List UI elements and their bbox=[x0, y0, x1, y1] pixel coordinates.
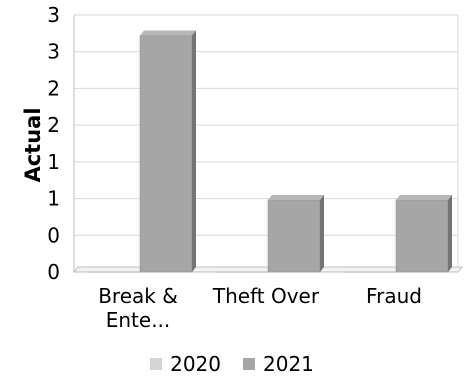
legend-label-2020: 2020 bbox=[170, 352, 221, 376]
y-tick-label: 2 bbox=[47, 76, 60, 100]
legend-swatch-2020 bbox=[150, 358, 163, 370]
bars bbox=[88, 30, 452, 273]
bar-chart: 0 0 1 1 2 2 3 3 Break & Ente... Theft Over Fraud A… bbox=[21, 3, 464, 332]
y-tick-label: 2 bbox=[47, 113, 60, 137]
bar-2021-0 bbox=[139, 30, 196, 273]
legend: 2020 2021 bbox=[0, 352, 464, 376]
legend-item-2020: 2020 bbox=[150, 352, 221, 376]
y-tick-label: 0 bbox=[47, 260, 60, 284]
y-tick-label: 1 bbox=[47, 150, 60, 174]
x-tick-label: Break & Ente... bbox=[98, 284, 178, 332]
y-tick-label: 3 bbox=[47, 3, 60, 27]
x-tick-label: Fraud bbox=[366, 284, 422, 308]
legend-swatch-2021 bbox=[243, 358, 255, 370]
y-tick-label: 1 bbox=[47, 187, 60, 211]
y-axis-label: Actual bbox=[21, 107, 45, 182]
y-tick-labels: 0 0 1 1 2 2 3 3 bbox=[47, 3, 60, 284]
bar-2021-1 bbox=[267, 195, 324, 273]
legend-label-2021: 2021 bbox=[263, 352, 314, 376]
y-tick-label: 3 bbox=[47, 40, 60, 64]
legend-item-2021: 2021 bbox=[243, 352, 314, 376]
bar-2021-2 bbox=[395, 195, 452, 273]
y-tick-label: 0 bbox=[47, 223, 60, 247]
gridlines bbox=[74, 14, 458, 236]
x-tick-labels: Break & Ente... Theft Over Fraud bbox=[98, 284, 422, 332]
x-tick-label: Theft Over bbox=[212, 284, 320, 308]
